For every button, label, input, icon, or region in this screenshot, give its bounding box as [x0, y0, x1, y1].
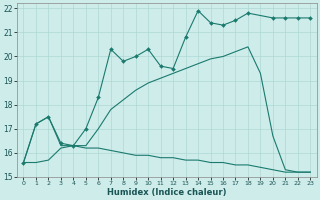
X-axis label: Humidex (Indice chaleur): Humidex (Indice chaleur): [107, 188, 227, 197]
